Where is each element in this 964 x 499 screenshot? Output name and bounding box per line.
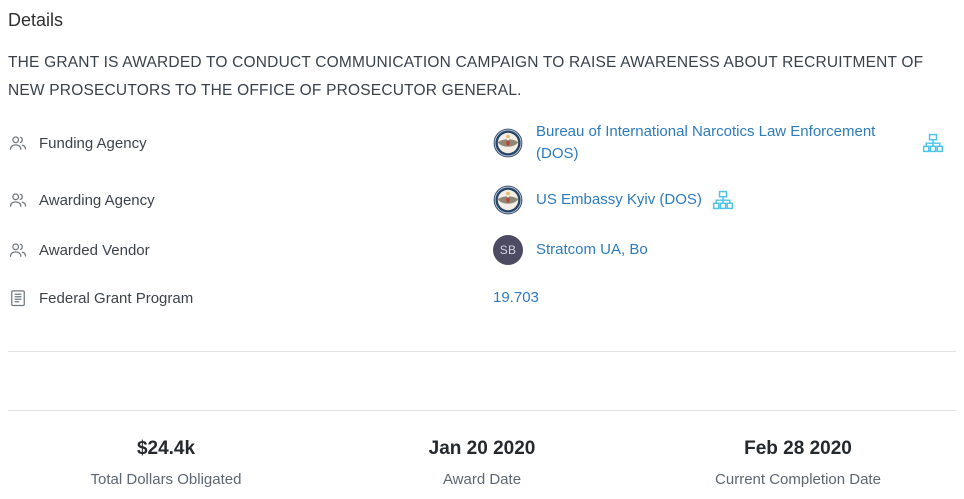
field-label-text: Federal Grant Program bbox=[39, 289, 194, 307]
people-icon bbox=[8, 190, 28, 210]
awarding-agency-label-group: Awarding Agency bbox=[8, 190, 493, 210]
funding-agency-value-group: Bureau of International Narcotics Law En… bbox=[493, 121, 956, 165]
dos-seal-icon bbox=[493, 185, 523, 215]
federal-grant-program-value-group: 19.703 bbox=[493, 287, 956, 309]
stat-total-dollars-obligated: $24.4k Total Dollars Obligated bbox=[8, 438, 324, 489]
org-chart-icon[interactable] bbox=[712, 189, 734, 211]
grant-description: THE GRANT IS AWARDED TO CONDUCT COMMUNIC… bbox=[8, 54, 924, 99]
page-title: Details bbox=[8, 10, 64, 30]
stat-value: Jan 20 2020 bbox=[428, 438, 536, 459]
stat-value: $24.4k bbox=[136, 438, 196, 459]
awarding-agency-value-group: US Embassy Kyiv (DOS) bbox=[493, 185, 956, 215]
awarded-vendor-value-group: SB Stratcom UA, Bo bbox=[493, 235, 956, 265]
summary-stats: $24.4k Total Dollars Obligated Jan 20 20… bbox=[8, 411, 956, 489]
dos-seal-icon bbox=[493, 128, 523, 158]
field-label-text: Awarding Agency bbox=[39, 191, 155, 209]
stat-label: Total Dollars Obligated bbox=[90, 471, 242, 488]
divider bbox=[8, 410, 956, 411]
stat-award-date: Jan 20 2020 Award Date bbox=[324, 438, 640, 489]
org-chart-icon[interactable] bbox=[922, 132, 944, 154]
stat-label: Award Date bbox=[442, 471, 522, 488]
field-label-text: Awarded Vendor bbox=[39, 241, 150, 259]
document-icon bbox=[8, 288, 28, 308]
federal-grant-program-label-group: Federal Grant Program bbox=[8, 288, 493, 308]
field-row-awarding-agency: Awarding Agency US Embassy Kyiv (DOS) bbox=[8, 185, 956, 215]
people-icon bbox=[8, 133, 28, 153]
funding-agency-link[interactable]: Bureau of International Narcotics Law En… bbox=[536, 123, 876, 162]
awarding-agency-link[interactable]: US Embassy Kyiv (DOS) bbox=[536, 191, 702, 208]
awarded-vendor-link[interactable]: Stratcom UA, Bo bbox=[536, 241, 648, 258]
field-row-funding-agency: Funding Agency Bureau of International N… bbox=[8, 121, 956, 165]
field-label-text: Funding Agency bbox=[39, 134, 147, 152]
stat-value: Feb 28 2020 bbox=[744, 438, 852, 459]
awarded-vendor-label-group: Awarded Vendor bbox=[8, 240, 493, 260]
federal-grant-program-link[interactable]: 19.703 bbox=[493, 289, 539, 306]
stat-label: Current Completion Date bbox=[715, 471, 881, 488]
field-row-awarded-vendor: Awarded Vendor SB Stratcom UA, Bo bbox=[8, 235, 956, 265]
vendor-initials-avatar: SB bbox=[493, 235, 523, 265]
funding-agency-label-group: Funding Agency bbox=[8, 133, 493, 153]
field-list: Funding Agency Bureau of International N… bbox=[8, 121, 956, 313]
field-row-federal-grant-program: Federal Grant Program 19.703 bbox=[8, 283, 956, 313]
stat-current-completion-date: Feb 28 2020 Current Completion Date bbox=[640, 438, 956, 489]
divider bbox=[8, 351, 956, 352]
people-icon bbox=[8, 240, 28, 260]
